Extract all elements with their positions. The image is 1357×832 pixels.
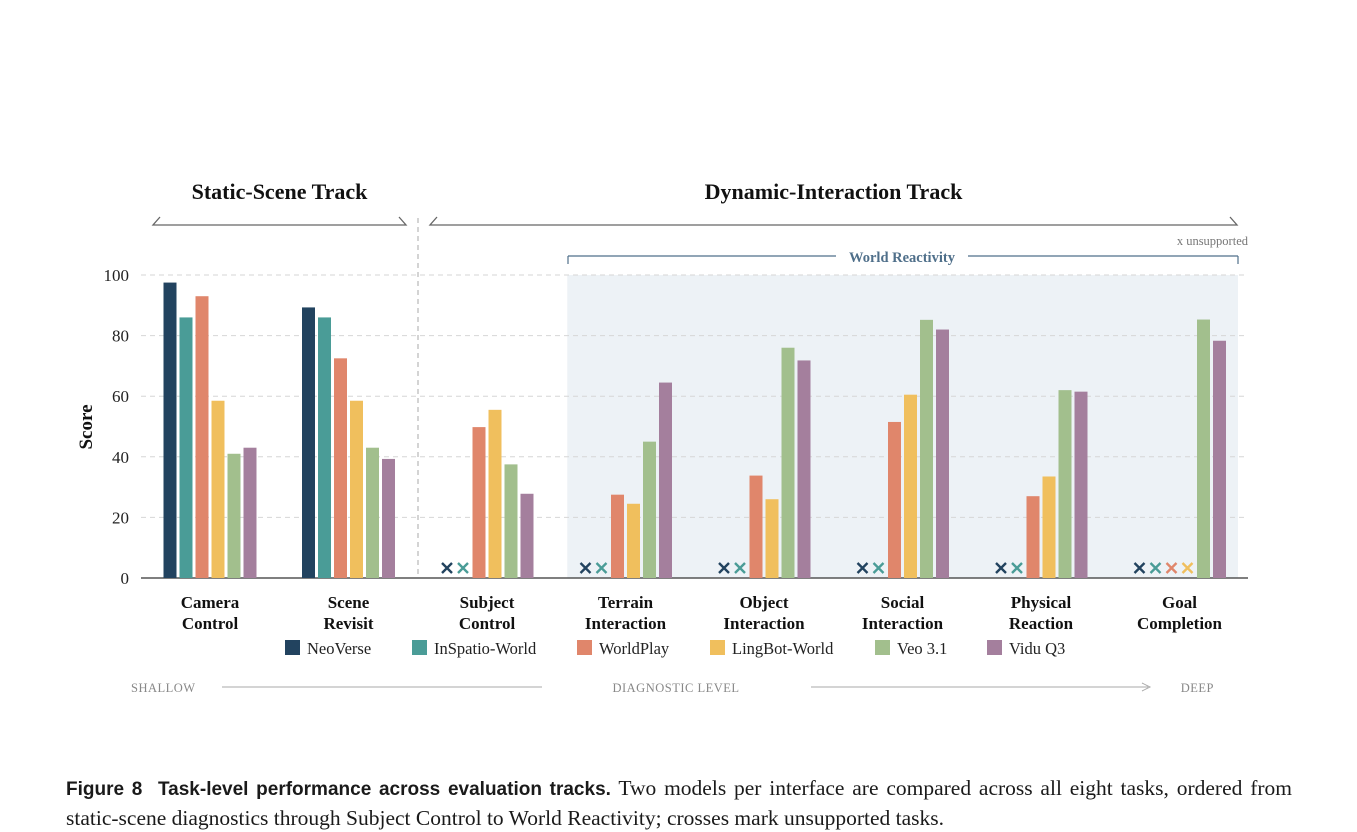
legend-swatch — [412, 640, 427, 655]
bar — [627, 503, 640, 578]
x-tick-label: Control — [459, 614, 516, 633]
bar — [1213, 340, 1226, 578]
x-tick-label: Interaction — [723, 614, 805, 633]
bar — [334, 358, 347, 578]
unsupported-marker — [1011, 562, 1023, 574]
legend-label: InSpatio-World — [434, 639, 537, 658]
bar — [1042, 476, 1056, 578]
legend-label: NeoVerse — [307, 639, 371, 658]
bar — [227, 453, 241, 578]
legend-label: LingBot-World — [732, 639, 834, 658]
bar — [488, 409, 502, 578]
x-tick-label: Interaction — [862, 614, 944, 633]
bar — [302, 307, 315, 578]
bar — [936, 329, 949, 578]
track-bracket — [151, 216, 408, 226]
x-tick-label: Revisit — [323, 614, 373, 633]
caption-title: Task-level performance across evaluation… — [157, 778, 611, 800]
bar — [179, 317, 193, 578]
bar — [382, 458, 395, 578]
x-tick-label: Terrain — [598, 593, 654, 612]
bar — [195, 296, 209, 578]
diagnostic-right-label: DEEP — [1181, 681, 1214, 695]
track-title: Static-Scene Track — [192, 179, 369, 204]
bar — [611, 494, 624, 578]
y-axis-label: Score — [76, 404, 97, 449]
unsupported-marker — [579, 562, 592, 574]
bar — [350, 400, 363, 578]
bar — [920, 319, 933, 578]
y-tick-label: 20 — [112, 508, 129, 527]
bar — [749, 475, 763, 578]
unsupported-note: x unsupported — [1177, 234, 1249, 248]
unsupported-marker — [595, 562, 608, 574]
bar — [797, 360, 811, 578]
diagnostic-left-label: SHALLOW — [131, 681, 196, 695]
unsupported-marker — [872, 562, 885, 574]
bar — [765, 499, 779, 578]
unsupported-marker — [718, 562, 730, 574]
bar — [211, 400, 225, 578]
bar — [163, 282, 177, 578]
legend-swatch — [577, 640, 592, 655]
bar — [1026, 496, 1040, 578]
world-reactivity-region — [567, 275, 1238, 578]
legend-label: Vidu Q3 — [1009, 639, 1065, 658]
bar — [781, 347, 795, 578]
track-title: Dynamic-Interaction Track — [705, 179, 963, 204]
y-tick-label: 80 — [112, 327, 129, 346]
bar — [1074, 391, 1088, 578]
x-tick-label: Reaction — [1009, 614, 1074, 633]
bar — [520, 493, 534, 578]
legend-swatch — [875, 640, 890, 655]
bar — [643, 441, 656, 578]
unsupported-marker — [995, 562, 1007, 574]
diagnostic-center-label: DIAGNOSTIC LEVEL — [612, 681, 739, 695]
x-tick-label: Interaction — [585, 614, 667, 633]
bar — [1197, 319, 1210, 578]
unsupported-marker — [441, 562, 453, 574]
legend-label: WorldPlay — [599, 639, 670, 658]
unsupported-marker — [1181, 562, 1194, 574]
bar-chart: 0 20 40 60 80 100 Score Static-Scene Track Dynam… — [76, 179, 1249, 695]
legend-swatch — [285, 640, 300, 655]
unsupported-marker — [1133, 562, 1146, 574]
bar — [904, 394, 917, 578]
region-label: World Reactivity — [849, 250, 956, 266]
unsupported-marker — [457, 562, 469, 574]
bar — [366, 447, 379, 578]
legend-swatch — [987, 640, 1002, 655]
x-tick-label: Social — [881, 593, 925, 612]
unsupported-marker — [1149, 562, 1162, 574]
x-tick-label: Control — [182, 614, 239, 633]
bar — [1058, 390, 1072, 578]
bar — [243, 447, 257, 578]
unsupported-marker — [1165, 562, 1178, 574]
y-tick-label: 40 — [112, 448, 129, 467]
unsupported-marker — [734, 562, 746, 574]
bar — [472, 427, 486, 578]
caption-label: Figure 8 — [66, 778, 143, 800]
bar — [318, 317, 331, 578]
x-tick-label: Subject — [460, 593, 515, 612]
y-tick-label: 60 — [112, 387, 129, 406]
bar — [504, 464, 518, 578]
figure-caption: Figure 8 Task-level performance across e… — [66, 774, 1292, 832]
legend-label: Veo 3.1 — [897, 639, 947, 658]
track-bracket — [428, 216, 1239, 226]
x-tick-label: Scene — [328, 593, 370, 612]
x-tick-label: Object — [739, 593, 788, 612]
legend-swatch — [710, 640, 725, 655]
unsupported-marker — [856, 562, 869, 574]
diagnostic-axis-arrow — [1141, 682, 1152, 692]
bar — [888, 421, 901, 578]
x-tick-label: Camera — [181, 593, 240, 612]
bar — [659, 382, 672, 578]
x-tick-label: Completion — [1137, 614, 1223, 633]
y-tick-label: 100 — [104, 266, 130, 285]
x-tick-label: Physical — [1011, 593, 1072, 612]
y-tick-label: 0 — [121, 569, 130, 588]
x-tick-label: Goal — [1162, 593, 1197, 612]
